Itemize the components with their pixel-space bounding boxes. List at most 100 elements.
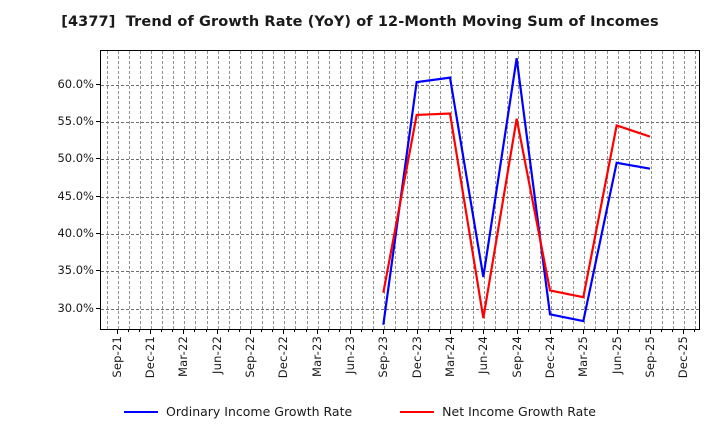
x-axis-tick-mark-minor [394,330,396,332]
x-axis-tick-label: Jun-23 [343,336,357,374]
x-axis-tick-mark-minor [461,330,463,332]
gridline-vertical [151,51,152,329]
x-axis-tick-mark [683,330,685,334]
gridline-horizontal [101,121,699,123]
x-axis-tick-mark-minor [405,330,407,332]
x-axis-tick-label: Dec-23 [409,336,424,379]
x-axis-tick-mark [516,330,518,334]
legend-item[interactable]: Ordinary Income Growth Rate [124,404,352,419]
x-axis-tick-mark-minor [305,330,307,332]
y-axis-tick-label: 40.0% [57,225,94,240]
x-axis-tick-mark-minor [572,330,574,332]
x-axis-tick-mark [283,330,285,334]
gridline-vertical-minor [306,51,308,329]
gridline-vertical [317,51,319,329]
gridline-horizontal [101,159,699,161]
x-axis-tick-mark [250,330,251,334]
gridline-vertical-minor [573,51,575,329]
y-axis-tick-label: 60.0% [57,76,94,91]
x-axis-tick-mark-minor [672,330,674,332]
gridline-vertical-minor [628,51,630,329]
x-axis-tick-mark-minor [505,330,507,332]
gridline-vertical [184,51,186,329]
x-axis-tick-mark-minor [138,330,140,332]
gridline-vertical [684,51,686,329]
x-axis-tick-mark-minor [561,330,563,332]
x-axis-tick-mark [616,330,618,334]
y-axis-tick-mark [96,120,100,122]
gridline-vertical-minor [206,51,208,329]
x-axis-tick-mark [116,330,118,334]
gridline-vertical-minor [606,51,608,329]
gridline-vertical-minor [295,51,297,329]
x-axis-tick-label: Dec-22 [276,336,291,379]
gridline-horizontal [101,84,699,86]
x-axis-tick-label: Sep-24 [509,336,524,378]
legend-item[interactable]: Net Income Growth Rate [400,404,596,419]
x-axis-tick-mark-minor [327,330,329,332]
gridline-vertical-minor [539,51,541,329]
x-axis-tick-label: Mar-22 [176,336,191,377]
x-axis-tick-mark [416,330,418,334]
gridline-vertical-minor [406,51,408,329]
x-axis-tick-mark-minor [472,330,474,332]
gridline-vertical-minor [595,51,597,329]
x-axis-tick-mark-minor [261,330,263,332]
x-axis-tick-mark [550,330,551,334]
y-axis-tick-label: 45.0% [57,188,94,203]
x-axis-tick-mark [150,330,151,334]
x-axis-tick-label: Sep-21 [109,336,124,378]
x-axis-tick-mark-minor [527,330,529,332]
gridline-vertical-minor [439,51,441,329]
y-axis-tick-label: 35.0% [57,263,94,278]
x-axis-tick-mark [216,330,218,334]
chart-title: [4377] Trend of Growth Rate (YoY) of 12-… [61,14,659,30]
gridline-vertical-minor [128,51,130,329]
x-axis-tick-label: Mar-23 [309,336,324,377]
x-axis-tick-label: Sep-23 [376,336,391,378]
legend-label: Net Income Growth Rate [442,404,596,419]
y-axis-tick-mark [96,270,100,272]
x-axis-tick-mark-minor [538,330,540,332]
gridline-vertical-minor [528,51,530,329]
x-axis-tick-mark-minor [605,330,607,332]
x-axis-tick-mark [583,330,585,334]
x-axis-tick-mark [350,330,351,334]
y-axis-tick-mark [96,307,100,309]
x-axis-tick-label: Sep-25 [643,336,657,378]
gridline-vertical [584,51,586,329]
x-axis-tick-mark-minor [194,330,196,332]
x-axis-tick-mark-minor [361,330,363,332]
x-axis-tick-label: Sep-22 [243,336,257,378]
x-axis-tick-mark-minor [205,330,207,332]
gridline-horizontal [101,233,699,235]
gridline-vertical [384,51,386,329]
gridline-vertical-minor [362,51,364,329]
gridline-vertical [117,51,119,329]
gridline-vertical [517,51,519,329]
x-axis-tick-mark [383,330,385,334]
gridline-vertical-minor [562,51,564,329]
x-axis-tick-mark-minor [594,330,596,332]
x-axis-tick-label: Dec-21 [143,336,157,379]
gridline-vertical-minor [428,51,430,329]
x-axis-tick-mark [650,330,651,334]
gridline-vertical-minor [462,51,464,329]
x-axis-tick-label: Dec-24 [543,336,557,379]
x-axis-tick-mark-minor [372,330,374,332]
gridline-horizontal [101,308,699,310]
x-axis-tick-label: Jun-24 [476,336,491,374]
gridline-vertical-minor [273,51,275,329]
x-axis-tick-mark-minor [438,330,440,332]
gridline-vertical [417,51,419,329]
gridline-vertical [484,51,486,329]
x-axis-tick-mark-minor [494,330,496,332]
gridline-vertical-minor [162,51,164,329]
x-axis-tick-mark [316,330,318,334]
gridline-vertical-minor [195,51,197,329]
gridline-vertical-minor [506,51,508,329]
gridline-vertical-minor [395,51,397,329]
gridline-vertical-minor [239,51,241,329]
y-axis-tick-label: 30.0% [57,300,94,315]
legend-label: Ordinary Income Growth Rate [166,404,353,419]
